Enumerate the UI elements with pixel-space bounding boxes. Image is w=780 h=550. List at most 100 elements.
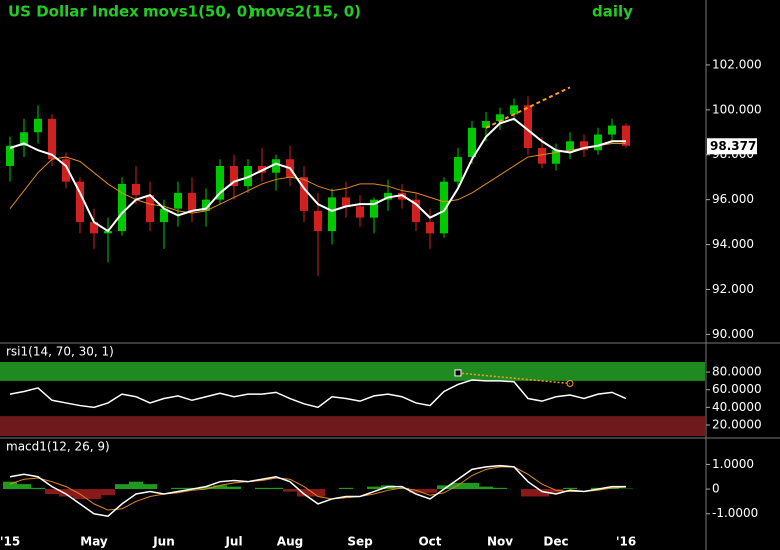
candle-body [300, 177, 308, 211]
signal-line [9, 466, 627, 511]
candle-body [342, 197, 350, 207]
histogram-bar [605, 487, 619, 490]
candle-body [160, 208, 168, 223]
histogram-bar [297, 489, 311, 497]
y-tick-label: 90.000 [712, 327, 754, 341]
histogram-bar [493, 487, 507, 490]
y-tick-label: 1.0000 [712, 457, 754, 471]
candle-body [412, 199, 420, 223]
candle-body [272, 159, 280, 173]
candle-body [552, 150, 560, 164]
legend-entry: movs1(50, 0) [143, 3, 254, 21]
x-tick-label: May [80, 535, 108, 549]
x-tick-label: Jul [224, 535, 242, 549]
candle-body [48, 118, 56, 160]
y-tick-label: 60.0000 [712, 382, 762, 396]
candle-body [622, 125, 630, 146]
histogram-bar [339, 487, 353, 490]
candle-body [538, 148, 546, 164]
candle-body [370, 199, 378, 218]
candle-body [244, 165, 252, 187]
x-tick-label: Dec [543, 535, 568, 549]
y-tick-label: 80.0000 [712, 365, 762, 379]
candle-body [230, 165, 238, 187]
trend-handle [454, 369, 462, 377]
histogram-bar [59, 489, 73, 497]
histogram-bar [3, 481, 17, 490]
y-tick-label: 96.000 [712, 192, 754, 206]
candle-body [510, 105, 518, 115]
candle-body [468, 127, 476, 157]
moving-average [9, 117, 626, 233]
histogram-bar [437, 485, 451, 490]
candle-body [90, 222, 98, 234]
y-tick-label: 0 [712, 482, 720, 496]
x-tick-label: Aug [277, 535, 303, 549]
candle-body [440, 181, 448, 234]
histogram-bar [521, 489, 535, 497]
overbought-zone [0, 362, 705, 381]
candle-body [62, 159, 70, 182]
last-value-label: 98.377 [710, 139, 756, 153]
x-tick-label: '15 [0, 535, 20, 549]
candle-body [496, 114, 504, 122]
histogram-bar [479, 486, 493, 490]
y-tick-label: 94.000 [712, 237, 754, 251]
histogram-bar [563, 487, 577, 490]
trendline [457, 372, 571, 385]
x-tick-label: Oct [418, 535, 441, 549]
candle-body [216, 165, 224, 200]
candle-body [328, 197, 336, 232]
histogram-bar [465, 482, 479, 490]
macd-line [9, 464, 626, 518]
oversold-zone [0, 416, 705, 436]
histogram-bar [395, 487, 409, 490]
histogram-bar [87, 489, 101, 499]
x-tick-label: '16 [616, 535, 636, 549]
candle-body [202, 199, 210, 211]
histogram-bar [311, 489, 325, 497]
candle-body [76, 181, 84, 223]
histogram-bar [269, 487, 283, 490]
candle-body [188, 192, 196, 211]
moving-average [9, 143, 626, 214]
candle-body [594, 134, 602, 151]
candle-body [146, 195, 154, 223]
histogram-bar [367, 486, 381, 490]
histogram-bar [129, 481, 143, 490]
histogram-bar [115, 484, 129, 490]
candle-body [356, 206, 364, 218]
chart-subtitle: daily [592, 3, 633, 21]
candle-body [118, 183, 126, 232]
histogram-bar [549, 489, 563, 493]
histogram-bar [535, 489, 549, 497]
histogram-bar [227, 486, 241, 490]
histogram-bar [213, 485, 227, 490]
x-tick-label: Jun [152, 535, 175, 549]
x-tick-label: Nov [487, 535, 513, 549]
y-tick-label: 102.000 [712, 57, 762, 71]
histogram-bar [451, 482, 465, 490]
panel-title: rsi1(14, 70, 30, 1) [6, 345, 114, 359]
candle-body [384, 192, 392, 200]
histogram-bar [255, 487, 269, 490]
candle-body [314, 210, 322, 232]
histogram-bar [31, 487, 45, 490]
histogram-bar [143, 484, 157, 490]
x-tick-label: Sep [347, 535, 373, 549]
last-value-box [707, 138, 757, 155]
candle-body [524, 105, 532, 148]
histogram-bar [17, 484, 31, 490]
candle-body [20, 132, 28, 146]
histogram-bar [171, 487, 185, 490]
y-tick-label: 100.000 [712, 102, 762, 116]
candle-body [258, 165, 266, 173]
candle-body [426, 222, 434, 234]
y-tick-label: 92.000 [712, 282, 754, 296]
trendline [485, 86, 571, 129]
candle-body [454, 156, 462, 182]
candle-body [482, 121, 490, 128]
panel-title: macd1(12, 26, 9) [6, 440, 110, 454]
candle-body [566, 141, 574, 151]
